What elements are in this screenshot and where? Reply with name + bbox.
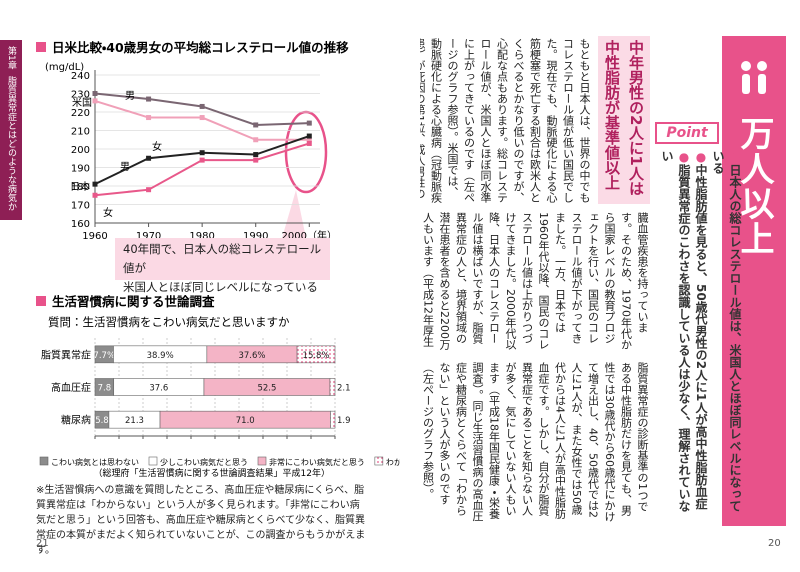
callout-line: 40年間で、日本人の総コレステロール値が <box>123 242 322 275</box>
bar-segment <box>329 378 336 396</box>
bar-chart-question: 質問：生活習慣病をこわい病気だと思いますか <box>48 315 290 329</box>
data-point <box>146 187 152 193</box>
value-label: 21.3 <box>125 416 144 426</box>
callout: 40年間で、日本人の総コレステロール値が 米国人とほぼ同じレベルになっている <box>115 238 330 294</box>
legend-swatch <box>148 456 158 466</box>
callout-line: 米国人とほぼ同じレベルになっている <box>123 280 318 294</box>
y-tick-label: 170 <box>71 201 90 212</box>
value-label: 1.9 <box>337 416 351 426</box>
page-number: 20 <box>768 538 781 549</box>
value-label: 71.0 <box>236 416 255 426</box>
series-label: 女 <box>152 140 162 153</box>
y-tick-label: 180 <box>71 182 90 193</box>
category-label: 高血圧症 <box>51 381 91 394</box>
callout-pointer <box>282 190 306 238</box>
legend-swatch <box>39 456 49 466</box>
value-label: 38.9% <box>147 351 174 361</box>
point-item: 日本人の総コレステロール値は、米国人とほぼ同レベルになっている <box>709 150 743 520</box>
category-label: 脂質異常症 <box>41 348 91 361</box>
value-label: 2.1 <box>337 384 351 394</box>
legend-swatch <box>374 456 384 466</box>
bar-segment <box>330 410 336 429</box>
data-point <box>199 150 205 156</box>
y-tick-label: 160 <box>71 219 90 230</box>
data-point <box>92 91 98 96</box>
category-label: 糖尿病 <box>61 414 91 427</box>
value-label: 7.8 <box>98 384 112 394</box>
data-point <box>92 192 98 198</box>
data-point <box>92 98 98 104</box>
page-number: 21 <box>36 538 49 549</box>
point-item: 脂質異常症のこわさを認識している人は少なく、理解されていない <box>658 150 692 520</box>
data-point <box>253 152 259 158</box>
data-point <box>253 157 259 163</box>
data-point <box>253 137 259 143</box>
value-label: 37.6% <box>238 351 265 361</box>
y-tick-label: 200 <box>71 145 90 156</box>
y-axis-label: (mg/dL) <box>45 62 84 73</box>
y-tick-label: 230 <box>71 90 90 101</box>
data-point <box>306 120 312 126</box>
legend-swatch <box>257 456 267 466</box>
point-list: 日本人の総コレステロール値は、米国人とほぼ同レベルになっている 中性脂肪値を見る… <box>658 150 743 520</box>
data-point <box>199 103 205 109</box>
source: （総理府「生活習慣病に関する世論調査結果」平成12年） <box>94 467 330 479</box>
x-tick-label: 1990 <box>243 231 268 242</box>
series-label: 男 <box>120 161 130 173</box>
series-label: 女 <box>103 206 113 219</box>
y-tick-label: 240 <box>71 71 90 82</box>
data-point <box>146 115 152 121</box>
data-point <box>253 122 259 128</box>
data-point <box>306 140 312 146</box>
value-label: 5.8 <box>95 416 109 426</box>
x-tick-label: 1980 <box>189 231 214 242</box>
data-point <box>306 133 312 139</box>
body-text: 脂質異常症の診断基準の1つである中性脂肪だけを見ても、男性では30歳代から60歳… <box>421 362 650 522</box>
group-label: 米国 <box>72 96 92 109</box>
note: ※生活習慣病への意識を質問したところ、高血圧症や糖尿病にくらべ、脂質異常症は「わ… <box>36 485 366 556</box>
line-chart-title: 日米比較・40歳男女の平均総コレステロール値の推移 <box>52 40 349 55</box>
chapter-title: 脂質異常症とはどのような病気か <box>6 75 16 211</box>
chapter-tab: 第1章 脂質異常症とはどのような病気か <box>0 40 22 220</box>
title-marker <box>36 296 46 306</box>
subheading: 中年男性の2人に1人は中性脂肪が基準値以上 <box>598 36 650 204</box>
data-point <box>92 181 98 187</box>
people-icon <box>741 61 767 94</box>
value-label: 37.6 <box>149 384 168 394</box>
body-text: 臓血管疾患を持っています。そのため、1970年代から国家レベルの教育プロジェクト… <box>421 212 650 350</box>
legend-label: こわい病気とは思わない <box>51 457 139 467</box>
bar-chart-title: 生活習慣病に関する世論調査 <box>52 294 215 309</box>
value-label: 52.5 <box>257 384 276 394</box>
y-tick-label: 190 <box>71 164 90 175</box>
data-point <box>199 115 205 121</box>
chapter-number: 第1章 <box>6 46 16 70</box>
body-text: もともと日本人は、世界の中でもコレステロール値が低い国民でした。現在でも、動脈硬… <box>420 38 591 203</box>
bar-segment <box>296 345 336 364</box>
x-tick-label: 1970 <box>136 231 161 242</box>
point-item: 中性脂肪値を見ると、50歳代男性の2人に1人が高中性脂肪血症 <box>692 150 709 520</box>
group-label: 日本 <box>70 180 90 193</box>
legend-label: わからない <box>386 458 400 467</box>
title-marker <box>36 42 46 52</box>
legend-label: 非常にこわい病気だと思う <box>269 457 365 467</box>
point-label: Point <box>655 122 719 144</box>
y-tick-label: 220 <box>71 108 90 119</box>
data-point <box>146 155 152 161</box>
charts: 日米比較・40歳男女の平均総コレステロール値の推移 (mg/dL) 生活習慣病に… <box>36 40 400 479</box>
legend-label: 少しこわい病気だと思う <box>160 457 248 467</box>
y-tick-label: 210 <box>71 127 90 138</box>
data-point <box>199 157 205 163</box>
data-point <box>306 137 312 143</box>
x-tick-label: 1960 <box>82 231 107 242</box>
value-label: 7.7% <box>93 351 115 361</box>
series-label: 男 <box>125 90 135 102</box>
value-label: 15.8% <box>303 351 330 361</box>
data-point <box>146 96 152 102</box>
